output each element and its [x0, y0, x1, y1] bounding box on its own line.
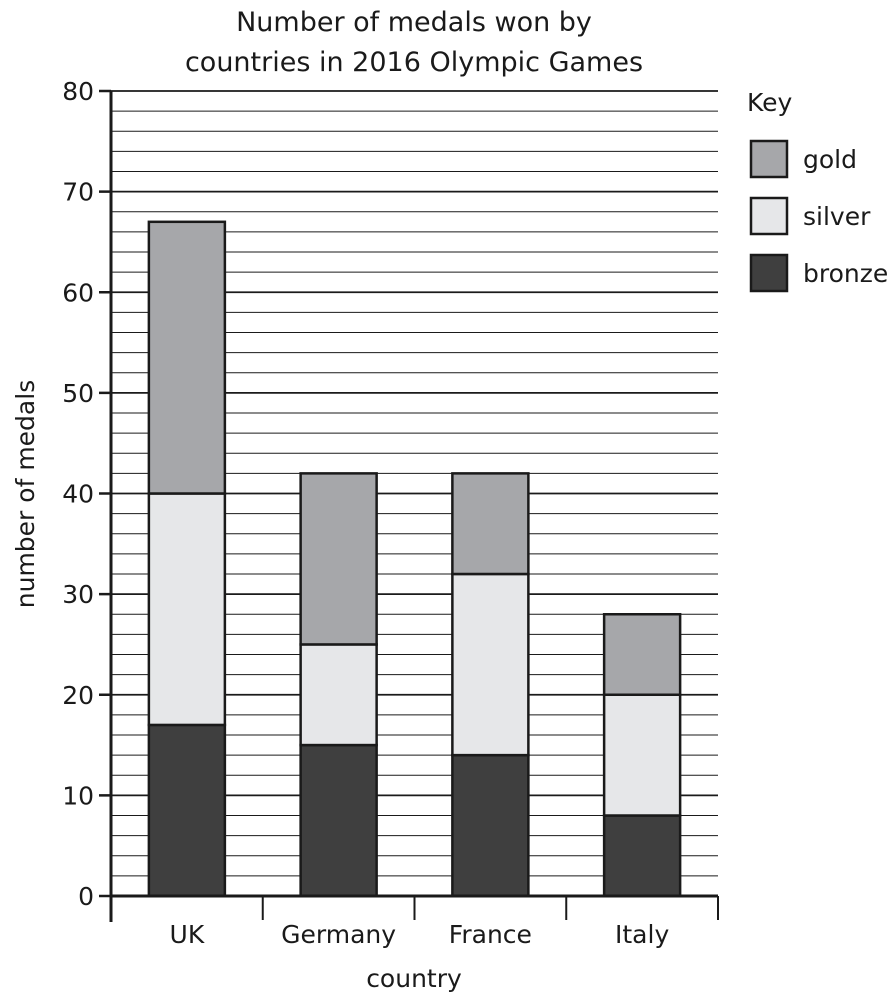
y-tick-label: 40 — [62, 480, 94, 509]
y-tick-label: 50 — [62, 379, 94, 408]
y-tick-label: 80 — [62, 77, 94, 106]
bar-segment-gold — [147, 220, 227, 495]
legend-swatch-gold — [749, 139, 789, 179]
y-tick-label: 0 — [78, 882, 94, 911]
legend-swatch-silver — [749, 196, 789, 236]
legend-label-bronze: bronze — [803, 259, 888, 288]
y-axis-label: number of medals — [11, 380, 40, 608]
x-tick-label: Italy — [615, 920, 669, 949]
y-tick-label: 10 — [62, 781, 94, 810]
chart-title-line-2: countries in 2016 Olympic Games — [185, 47, 643, 78]
legend-swatch-bronze — [749, 253, 789, 293]
bar-segment-gold — [299, 472, 378, 646]
axes: 0 10 20 30 40 50 60 70 80 UK Germany France Italy — [62, 77, 719, 949]
legend: Key gold silver bronze — [747, 88, 888, 293]
chart-title-line-1: Number of medals won by — [236, 7, 592, 38]
bar-segment-silver — [451, 572, 530, 757]
bar-segment-silver — [147, 492, 227, 727]
y-tick-label: 20 — [62, 681, 94, 710]
bar-segment-bronze — [147, 723, 227, 898]
x-tick-label: France — [449, 920, 532, 949]
bar-segment-gold — [451, 472, 530, 576]
legend-label-silver: silver — [803, 202, 871, 231]
bar-segment-bronze — [602, 814, 682, 898]
bar-segment-bronze — [299, 743, 378, 898]
y-tick-label: 30 — [62, 580, 94, 609]
y-tick-label: 70 — [62, 178, 94, 207]
legend-title: Key — [747, 88, 793, 117]
bars — [147, 220, 682, 898]
bar-segment-gold — [602, 613, 682, 696]
x-tick-label: UK — [170, 920, 205, 949]
x-tick-label: Germany — [281, 920, 396, 949]
y-tick-label: 60 — [62, 278, 94, 307]
legend-label-gold: gold — [803, 145, 857, 174]
bar-segment-silver — [602, 693, 682, 817]
bar-segment-bronze — [451, 753, 530, 898]
bar-segment-silver — [299, 643, 378, 747]
x-axis-label: country — [366, 964, 462, 993]
